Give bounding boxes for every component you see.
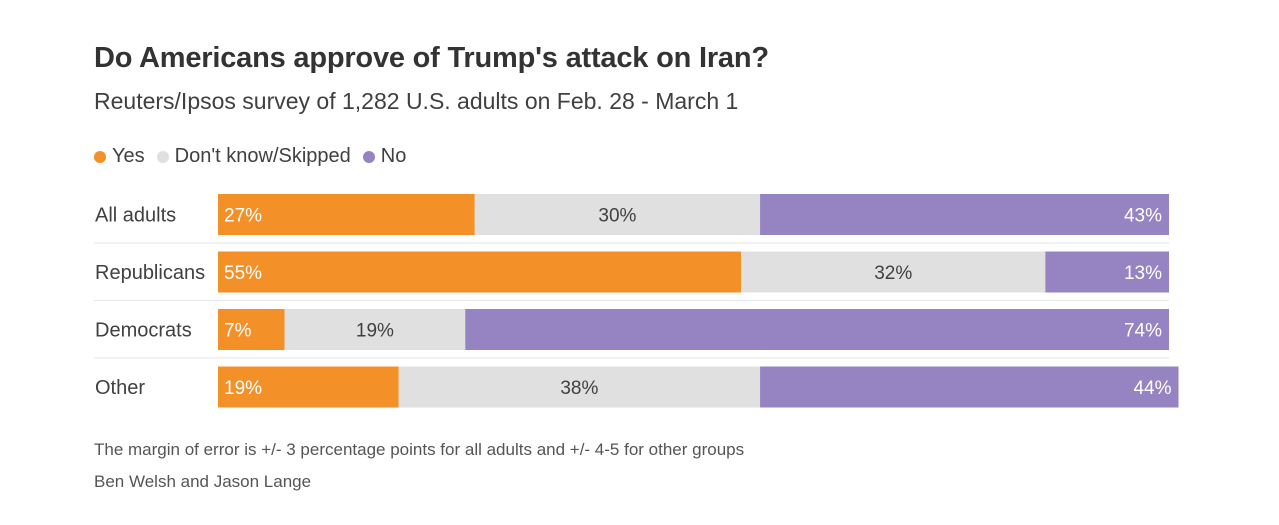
data-label-republicans-no: 13% bbox=[1124, 263, 1162, 284]
bar-other-no bbox=[760, 366, 1179, 408]
bar-republicans-yes bbox=[218, 251, 742, 293]
category-label-all-adults: All adults bbox=[95, 205, 176, 227]
bar-all-adults-no bbox=[760, 194, 1169, 235]
legend-swatch-yes bbox=[94, 150, 106, 163]
data-label-other-no: 44% bbox=[1133, 378, 1171, 399]
bar-all-adults-don-t-know-skipped bbox=[474, 194, 761, 235]
legend-item-dont-know: Don't know/Skipped bbox=[156, 145, 351, 168]
data-label-republicans-don-t-know-skipped: 32% bbox=[874, 263, 912, 284]
legend-item-yes: Yes bbox=[94, 145, 145, 168]
legend: Yes Don't know/Skipped No bbox=[94, 145, 418, 168]
bar-democrats-yes bbox=[218, 309, 285, 350]
legend-label-dont-know: Don't know/Skipped bbox=[174, 145, 351, 167]
data-label-democrats-don-t-know-skipped: 19% bbox=[356, 321, 394, 342]
data-label-republicans-yes: 55% bbox=[224, 263, 262, 284]
chart-credit: Ben Welsh and Jason Lange bbox=[94, 472, 312, 491]
category-label-other: Other bbox=[95, 377, 145, 399]
legend-label-no: No bbox=[380, 145, 407, 167]
data-label-all-adults-don-t-know-skipped: 30% bbox=[598, 206, 636, 227]
legend-item-no: No bbox=[362, 145, 407, 168]
bar-republicans-no bbox=[1045, 251, 1169, 293]
category-label-democrats: Democrats bbox=[95, 320, 192, 342]
legend-label-yes: Yes bbox=[112, 145, 145, 167]
data-label-democrats-yes: 7% bbox=[224, 321, 252, 342]
data-label-democrats-no: 74% bbox=[1124, 321, 1162, 342]
chart-note: The margin of error is +/- 3 percentage … bbox=[94, 440, 745, 459]
data-label-other-don-t-know-skipped: 38% bbox=[560, 378, 598, 399]
bar-democrats-no bbox=[465, 309, 1169, 350]
data-label-all-adults-no: 43% bbox=[1124, 206, 1162, 227]
bar-all-adults-yes bbox=[218, 194, 475, 235]
chart-subtitle: Reuters/Ipsos survey of 1,282 U.S. adult… bbox=[94, 88, 739, 114]
legend-swatch-no bbox=[362, 150, 375, 163]
bar-democrats-don-t-know-skipped bbox=[284, 309, 466, 350]
data-label-other-yes: 19% bbox=[224, 378, 262, 399]
data-label-all-adults-yes: 27% bbox=[224, 206, 262, 227]
legend-swatch-dont-know bbox=[156, 150, 169, 163]
bar-republicans-don-t-know-skipped bbox=[741, 251, 1046, 293]
bar-other-yes bbox=[218, 366, 399, 408]
category-label-republicans: Republicans bbox=[95, 262, 205, 284]
chart-title: Do Americans approve of Trump's attack o… bbox=[94, 42, 769, 74]
bar-other-don-t-know-skipped bbox=[398, 366, 761, 408]
